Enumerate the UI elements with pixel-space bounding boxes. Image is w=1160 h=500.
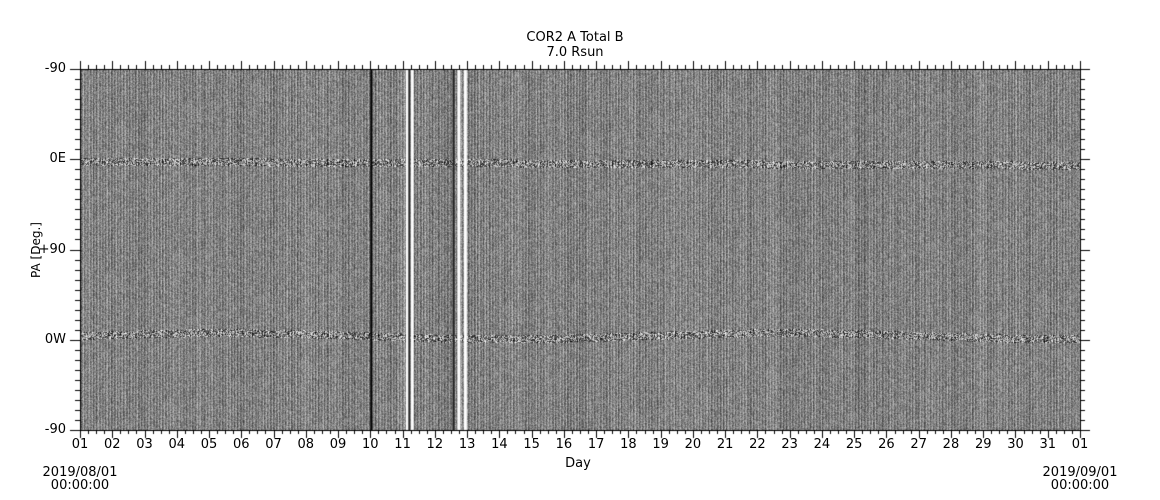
x-tick-label: 03 [136, 437, 153, 452]
x-tick-label: 12 [426, 437, 444, 452]
chart-subtitle: 7.0 Rsun [546, 45, 604, 60]
x-axis-label: Day [565, 456, 591, 471]
x-tick-label: 05 [200, 437, 218, 452]
x-tick-label: 30 [1007, 437, 1024, 452]
x-tick-label: 19 [652, 437, 669, 452]
x-tick-label: 06 [233, 437, 250, 452]
chart-title: COR2 A Total B [526, 30, 624, 45]
end-time: 00:00:00 [1050, 478, 1110, 493]
x-tick-label: 22 [749, 437, 766, 452]
x-tick-label: 17 [587, 437, 605, 452]
x-tick-label: 24 [813, 437, 831, 452]
start-time: 00:00:00 [50, 478, 110, 493]
x-tick-label: 07 [265, 437, 282, 452]
x-tick-label: 09 [329, 437, 347, 452]
x-tick-label: 01 [71, 437, 89, 452]
y-tick-label: 0E [49, 151, 67, 167]
end-date: 2019/09/01 [1042, 465, 1118, 480]
y-tick-label: -90 [44, 61, 66, 76]
x-tick-label: 28 [942, 437, 960, 452]
x-tick-label: 04 [168, 437, 186, 452]
x-tick-label: 14 [491, 437, 508, 452]
x-tick-label: 23 [781, 437, 798, 452]
x-tick-label: 10 [362, 437, 379, 452]
x-tick-label: 20 [684, 437, 702, 452]
x-tick-label: 21 [716, 437, 734, 452]
y-tick-label: -90 [44, 422, 66, 437]
x-tick-label: 08 [297, 437, 315, 452]
x-tick-label: 18 [620, 437, 637, 452]
x-tick-label: 31 [1039, 437, 1057, 452]
x-tick-label: 29 [974, 437, 992, 452]
y-tick-label: 0W [44, 331, 66, 347]
x-tick-label: 02 [103, 437, 121, 452]
x-tick-label: 27 [910, 437, 927, 452]
x-tick-label: 13 [458, 437, 476, 452]
start-date: 2019/08/01 [42, 465, 118, 480]
x-tick-label: 15 [523, 437, 540, 452]
x-tick-label: 16 [555, 437, 573, 452]
x-tick-label: 11 [394, 437, 411, 452]
x-tick-label: 01 [1071, 437, 1089, 452]
y-tick-label: +90 [38, 241, 66, 257]
x-tick-label: 25 [845, 437, 863, 452]
x-tick-label: 26 [878, 437, 895, 452]
